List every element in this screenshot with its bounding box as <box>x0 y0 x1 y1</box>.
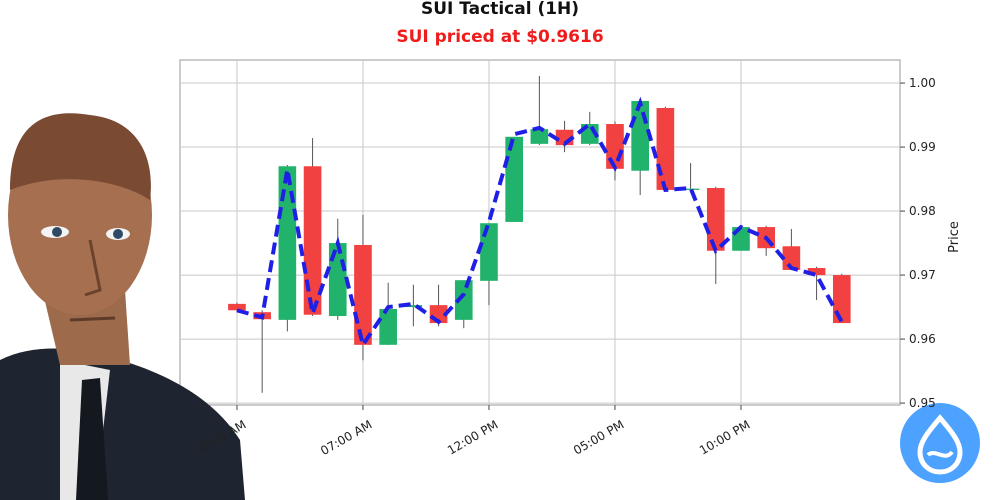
candle-body <box>631 100 649 171</box>
plot-frame <box>179 59 901 406</box>
candle-body <box>404 305 423 308</box>
plot-layer <box>180 60 905 410</box>
y-tick-label: 0.97 <box>909 268 936 282</box>
x-tick-label: 10:00 PM <box>697 417 752 457</box>
sui-logo[interactable] <box>900 403 980 483</box>
candle-body <box>782 246 801 270</box>
candle-body <box>505 136 523 222</box>
x-tick-label: 07:00 AM <box>318 417 374 458</box>
trend-line <box>236 96 844 350</box>
chart-subtitle: SUI priced at $0.9616 <box>396 27 603 47</box>
candle-body <box>328 243 347 317</box>
candle-body <box>379 308 397 345</box>
y-tick-label: 0.98 <box>909 204 936 218</box>
candle-body <box>656 108 675 190</box>
candle-body <box>303 166 322 315</box>
candle-body <box>278 166 297 320</box>
candle-body <box>454 280 473 320</box>
candle-body <box>706 188 725 251</box>
candle-body <box>606 124 624 169</box>
candle-body <box>530 129 549 144</box>
candle-body <box>807 268 826 276</box>
candle-body <box>480 223 498 281</box>
y-tick-label: 0.96 <box>909 332 936 346</box>
candle-body <box>228 303 246 311</box>
candle-body <box>681 188 700 190</box>
x-tick-label: 05:00 PM <box>571 417 626 457</box>
person-illustration <box>0 113 245 500</box>
y-axis-label: Price <box>947 221 962 253</box>
candle-body <box>832 275 851 324</box>
y-tick-label: 0.95 <box>909 396 936 410</box>
y-tick-label: 0.99 <box>909 140 936 154</box>
x-tick-label: 12:00 PM <box>445 417 500 457</box>
y-tick-label: 1.00 <box>909 76 936 90</box>
chart-title: SUI Tactical (1H) <box>421 0 579 19</box>
candle-body <box>354 244 372 345</box>
